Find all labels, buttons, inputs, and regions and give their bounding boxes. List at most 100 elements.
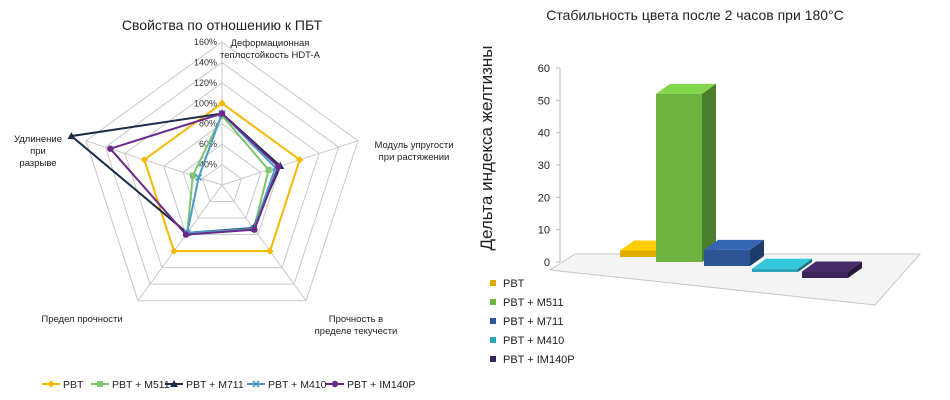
bar-chart: Стабильность цвета после 2 часов при 180… (477, 7, 922, 366)
bar-chart-title: Стабильность цвета после 2 часов при 180… (546, 7, 844, 23)
radar-grid-ring (104, 61, 340, 285)
bar-y-tick-label: 50 (538, 95, 550, 107)
radar-point (251, 226, 258, 233)
radar-series-group (140, 99, 304, 255)
bar-chart-ylabel: Дельта индекса желтизны (477, 45, 496, 250)
radar-series-group (107, 110, 282, 238)
bar-legend-swatch (490, 356, 496, 362)
radar-legend-marker (170, 380, 178, 387)
radar-legend-marker (47, 380, 55, 388)
bar-y-tick-label: 0 (544, 257, 550, 269)
bar-legend-swatch (490, 280, 496, 286)
radar-axis-label: разрыве (19, 158, 56, 169)
radar-point (67, 132, 76, 140)
radar-legend: PBT PBT + M511 PBT + M711 PBT + M410 PBT + I… (42, 379, 415, 391)
radar-axis-label: при (30, 146, 46, 157)
bar (656, 83, 716, 262)
radar-axis-line (137, 184, 223, 301)
radar-series-line (143, 102, 301, 253)
radar-legend-marker (252, 380, 260, 388)
radar-legend-marker (97, 381, 103, 387)
radar-tick-label: 100% (194, 98, 217, 108)
bar-legend-label: PBT + M711 (503, 316, 563, 328)
bar-front (752, 268, 798, 272)
radar-point (195, 173, 203, 181)
bar (802, 261, 862, 278)
radar-axis-label: при растяжении (379, 152, 450, 163)
radar-point (218, 99, 226, 107)
bar-floor (548, 68, 922, 306)
radar-axis-line (221, 184, 307, 301)
radar-series-line (185, 111, 277, 235)
radar-axis-line (221, 140, 359, 186)
radar-point (296, 156, 304, 164)
bar-front (802, 271, 848, 278)
radar-tick-label: 120% (194, 78, 217, 88)
bar (752, 258, 812, 272)
radar-point (266, 247, 274, 255)
radar-grid-ring (201, 163, 243, 203)
bar-side (702, 83, 716, 262)
bar-y-tick-label: 30 (538, 160, 550, 172)
bar-legend-label: PBT + M410 (503, 335, 564, 347)
radar-grid (85, 41, 359, 302)
bar-top (656, 83, 716, 94)
radar-chart: Свойства по отношению к ПБТ Деформационн… (14, 17, 454, 391)
radar-grid-ring (182, 143, 262, 219)
radar-axis-label: Прочность в (329, 314, 383, 325)
radar-title: Свойства по отношению к ПБТ (122, 17, 323, 33)
bar-legend-label: PBT (503, 278, 525, 290)
bar-y-tick-label: 60 (538, 63, 550, 75)
bar-legend-label: PBT + IM140P (503, 354, 575, 366)
radar-axis-label: Удлинение (14, 134, 62, 145)
bar (704, 239, 764, 266)
bar-legend-swatch (490, 318, 496, 324)
radar-axis-label: Предел прочности (41, 314, 122, 325)
radar-grid-ring (124, 82, 320, 269)
bar-legend-label: PBT + M511 (503, 297, 563, 309)
bar-legend-swatch (490, 337, 496, 343)
radar-series (67, 99, 304, 255)
radar-legend-label: PBT (63, 379, 84, 391)
radar-axis-label: Деформационная (231, 38, 310, 49)
bar-top (752, 258, 812, 269)
radar-tick-label: 160% (194, 37, 217, 47)
radar-point (218, 110, 226, 117)
radar-grid-ring (85, 41, 359, 302)
radar-point (170, 247, 178, 255)
radar-point (107, 145, 114, 152)
bar-front (656, 93, 702, 262)
radar-tick-label: 40% (199, 160, 217, 170)
bar-front (704, 249, 750, 266)
radar-legend-label: PBT + M711 (186, 379, 244, 391)
radar-legend-label: PBT + M410 (268, 379, 327, 391)
radar-axis-label: пределе текучести (315, 326, 398, 337)
radar-legend-label: PBT + M511 (112, 379, 170, 391)
radar-point (189, 172, 196, 179)
radar-point (265, 166, 272, 173)
radar-legend-marker (331, 380, 339, 388)
radar-series-line (108, 112, 280, 236)
radar-tick-label: 140% (194, 57, 217, 67)
bar-legend-swatch (490, 299, 496, 305)
bar-side (750, 239, 764, 266)
bar-top (802, 261, 862, 272)
bar-top (704, 239, 764, 250)
radar-point (275, 163, 282, 170)
bar-bars (620, 83, 862, 278)
bar-front (620, 250, 666, 257)
bar-legend: PBT PBT + M511 PBT + M711 PBT + M410 PBT + I… (490, 278, 575, 366)
bar-y-tick-label: 10 (538, 225, 550, 237)
radar-point (140, 156, 148, 164)
radar-axis-label: теплостойкость HDT-A (220, 50, 321, 61)
radar-tick-label: 80% (199, 119, 217, 129)
radar-point (182, 231, 190, 238)
bar-side (798, 258, 812, 272)
radar-axis-label: Модуль упругости (374, 140, 453, 151)
radar-legend-label: PBT + IM140P (347, 379, 415, 391)
bar-y-tick-label: 40 (538, 128, 550, 140)
bar-side (848, 261, 862, 278)
bar-y-tick-labels: 0 10 20 30 40 50 60 (538, 63, 560, 269)
radar-series-line (69, 112, 282, 234)
